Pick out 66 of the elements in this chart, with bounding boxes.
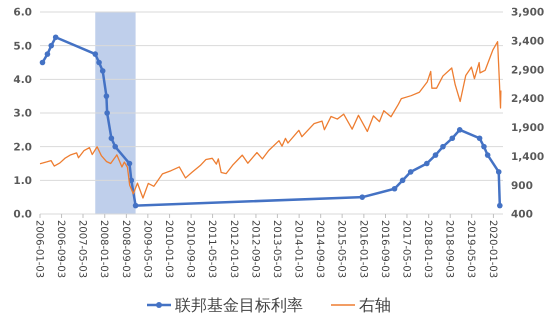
point [408, 169, 414, 175]
point [40, 60, 46, 66]
x-tick-label: 2014-01-03 [292, 220, 304, 278]
point [108, 135, 114, 142]
x-tick-label: 2018-09-03 [444, 220, 455, 278]
legend-label: 右轴 [359, 296, 391, 315]
legend-label: 联邦基金目标利率 [175, 296, 303, 315]
point [456, 127, 463, 133]
point [496, 169, 502, 175]
point [126, 160, 132, 166]
point [392, 186, 398, 192]
point [96, 60, 102, 66]
x-tick-label: 2014-09-03 [314, 220, 326, 278]
point [432, 152, 438, 158]
y-tick-label: 5.0 [13, 40, 32, 52]
x-tick-label: 2017-05-03 [400, 220, 412, 278]
x-tick-label: 2010-09-03 [184, 220, 196, 278]
x-tick-label: 2006-01-03 [34, 220, 44, 278]
point [100, 68, 106, 74]
point [132, 202, 138, 208]
x-tick-label: 2007-05-03 [76, 220, 88, 278]
y2-tick-label: 3,400 [511, 36, 544, 48]
point [104, 110, 110, 116]
point [44, 51, 50, 57]
point [359, 194, 366, 200]
point [112, 144, 118, 150]
x-tick-label: 2008-09-03 [120, 220, 131, 278]
y-tick-label: 2.0 [13, 141, 32, 154]
x-tick-label: 2013-05-03 [270, 220, 282, 278]
x-tick-label: 2016-01-03 [357, 220, 368, 278]
x-tick-label: 2011-05-03 [206, 220, 218, 278]
y2-tick-label: 1,900 [511, 122, 544, 134]
y2-tick-label: 400 [511, 208, 533, 221]
point [484, 152, 490, 158]
y-tick-label: 6.0 [13, 6, 32, 19]
x-tick-label: 2006-09-03 [55, 220, 66, 278]
x-tick-label: 2010-01-03 [163, 220, 174, 278]
y-tick-label: 4.0 [13, 74, 32, 86]
point [400, 178, 406, 184]
x-tick-label: 2015-05-03 [336, 220, 347, 278]
point [476, 135, 482, 142]
point [440, 144, 446, 150]
point [52, 34, 58, 40]
y-tick-label: 0.0 [13, 208, 32, 221]
y2-tick-label: 2,400 [511, 93, 544, 106]
point [449, 135, 456, 142]
x-tick-label: 2008-01-03 [98, 220, 110, 278]
point [424, 160, 430, 166]
x-tick-label: 2016-09-03 [379, 220, 390, 278]
point [497, 202, 503, 208]
y2-tick-label: 3,900 [511, 6, 544, 19]
y-tick-label: 1.0 [13, 175, 32, 188]
point [104, 93, 110, 99]
point [92, 51, 98, 57]
x-tick-label: 2009-05-03 [141, 220, 152, 278]
y-tick-label: 3.0 [13, 108, 32, 120]
x-tick-label: 2018-01-03 [422, 220, 434, 278]
y2-tick-label: 900 [511, 180, 533, 192]
x-tick-label: 2012-09-03 [249, 220, 260, 278]
y2-tick-label: 1,400 [511, 150, 544, 163]
point [48, 42, 54, 48]
x-tick-label: 2020-01-03 [486, 220, 498, 278]
point [481, 144, 487, 150]
x-tick-label: 2012-01-03 [228, 220, 239, 278]
y2-tick-label: 2,900 [511, 64, 544, 76]
x-tick-label: 2019-05-03 [465, 220, 476, 278]
